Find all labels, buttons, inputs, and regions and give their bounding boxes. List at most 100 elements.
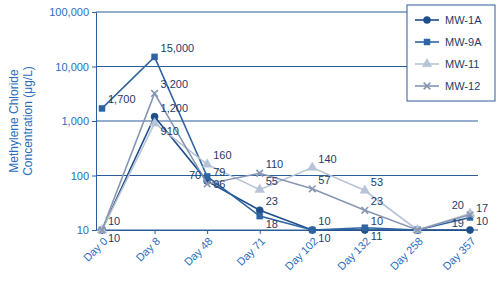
legend: MW-1A MW-9A MW-11 MW-12 (407, 5, 495, 101)
series-marker (362, 207, 369, 214)
series-marker (150, 118, 160, 126)
y-axis-title-line: Methylene Chloride (7, 69, 21, 173)
data-label: 70 (189, 169, 201, 181)
y-tick-mark (92, 121, 96, 122)
y-tick-label: 100,000 (49, 6, 89, 18)
series-marker (256, 170, 263, 177)
y-axis-title: Methylene ChlorideConcentration (μg/L) (7, 66, 35, 176)
data-label: 20 (452, 199, 464, 211)
y-tick: 10 (77, 224, 96, 236)
y-tick-label: 100 (71, 170, 89, 182)
y-tick-label: 10,000 (55, 61, 89, 73)
legend-entry: MW-1A (415, 14, 482, 26)
data-label: 1,700 (108, 93, 136, 105)
data-label: 10 (476, 215, 488, 227)
series-marker (307, 162, 317, 170)
legend-entry: MW-11 (415, 58, 479, 70)
x-tick-label: Day 132 (335, 235, 372, 272)
chart-svg: 101001,00010,000100,000Day 0Day 8Day 48D… (0, 0, 500, 296)
x-tick: Day 357 (440, 230, 477, 272)
data-label: 110 (266, 158, 284, 170)
series-line (102, 123, 470, 230)
series (98, 113, 473, 233)
data-label: 10 (318, 232, 330, 244)
y-axis: 10 100 1,000 10,000 100,000 (49, 6, 96, 236)
data-label: 3,200 (161, 78, 189, 90)
data-labels: 10 1,200 79 23 10 10 10 1,700 15,000 96 18 10 11 17 91… (108, 42, 488, 244)
x-tick-label: Day 71 (234, 235, 267, 268)
x-tick-label: Day 357 (440, 235, 477, 272)
y-tick-mark (92, 230, 96, 231)
series-line (102, 93, 470, 230)
data-label: 57 (318, 174, 330, 186)
data-label: 53 (371, 176, 383, 188)
series-marker (362, 225, 368, 231)
data-label: 23 (266, 195, 278, 207)
series-marker (256, 207, 263, 214)
chart-container: 101001,00010,000100,000Day 0Day 8Day 48D… (0, 0, 500, 296)
data-label: 910 (161, 125, 179, 137)
series-marker (309, 226, 316, 233)
y-tick-label: 10 (77, 224, 89, 236)
series (97, 118, 475, 233)
legend-entry: MW-12 (415, 80, 480, 92)
series-marker (152, 54, 158, 60)
legend-marker (423, 16, 430, 23)
data-label: 10 (318, 215, 330, 227)
x-tick-label: Day 0 (81, 235, 110, 264)
y-tick-mark (92, 176, 96, 177)
series-marker (99, 105, 105, 111)
legend-label: MW-9A (445, 36, 482, 48)
x-tick-mark (207, 230, 208, 234)
x-tick-label: Day 48 (182, 235, 215, 268)
legend-box (407, 5, 495, 101)
data-label: 19 (452, 217, 464, 229)
data-label: 18 (266, 218, 278, 230)
series-marker (414, 227, 421, 234)
x-tick: Day 48 (182, 230, 215, 268)
x-tick: Day 132 (335, 230, 372, 272)
series-marker (467, 211, 474, 218)
series-marker (204, 181, 211, 188)
legend-label: MW-12 (445, 80, 480, 92)
series-marker (255, 184, 265, 192)
series-marker (466, 226, 473, 233)
x-tick-label: Day 8 (133, 235, 162, 264)
data-label: 15,000 (161, 42, 195, 54)
data-label: 79 (213, 166, 225, 178)
series-marker (360, 185, 370, 193)
x-tick-label: Day 258 (388, 235, 425, 272)
series (99, 90, 474, 233)
series-marker (202, 159, 212, 167)
y-tick: 10,000 (55, 61, 96, 73)
y-tick: 100,000 (49, 6, 96, 18)
x-axis: Day 0 Day 8 Day 48 Day 71 Day 102 Day 132 Day … (81, 230, 478, 272)
series-marker (99, 227, 106, 234)
x-tick: Day 71 (234, 230, 267, 268)
grid-line (96, 175, 478, 176)
y-tick-label: 1,000 (61, 115, 89, 127)
legend-marker (424, 83, 431, 90)
data-label: 96 (213, 178, 225, 190)
data-label: 17 (476, 202, 488, 214)
legend-marker (422, 58, 432, 66)
data-label: 10 (108, 215, 120, 227)
data-label: 160 (213, 149, 231, 161)
background (0, 0, 500, 296)
x-tick-mark (260, 230, 261, 234)
data-label: 140 (318, 153, 336, 165)
data-label: 11 (371, 230, 382, 242)
y-tick-mark (92, 12, 96, 13)
x-tick: Day 102 (282, 230, 319, 272)
series-marker (309, 185, 316, 192)
data-label: 10 (371, 215, 383, 227)
legend-marker (424, 39, 430, 45)
y-tick-mark (92, 67, 96, 68)
data-label: 10 (108, 232, 120, 244)
y-axis-line (92, 13, 97, 231)
legend-label: MW-11 (445, 58, 479, 70)
data-label: 1,200 (161, 102, 189, 114)
legend-label: MW-1A (445, 14, 482, 26)
series-marker (151, 90, 158, 97)
series-marker (204, 173, 210, 179)
